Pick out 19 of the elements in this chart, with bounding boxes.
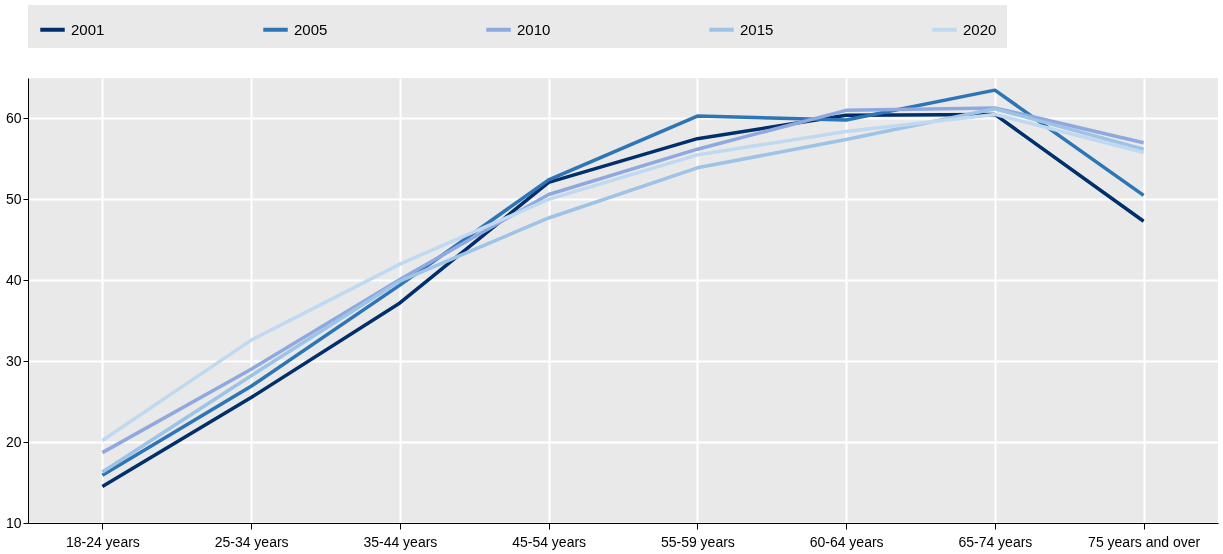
y-tick-label: 50: [5, 190, 22, 207]
legend-label: 2005: [294, 20, 328, 38]
x-tick-label: 60-64 years: [809, 533, 884, 550]
legend-label: 2010: [517, 20, 551, 38]
y-tick-label: 40: [5, 271, 22, 288]
x-tick-label: 75 years and over: [1088, 533, 1201, 550]
x-tick-label: 18-24 years: [65, 533, 140, 550]
x-tick-label: 35-44 years: [363, 533, 438, 550]
legend-label: 2020: [963, 20, 997, 38]
legend-label: 2001: [71, 20, 105, 38]
x-tick-label: 25-34 years: [214, 533, 289, 550]
x-tick-label: 65-74 years: [958, 533, 1033, 550]
y-tick-label: 20: [5, 433, 22, 450]
x-tick-label: 55-59 years: [660, 533, 735, 550]
legend-label: 2015: [740, 20, 774, 38]
y-tick-label: 10: [5, 514, 22, 531]
y-tick-label: 60: [5, 109, 22, 126]
x-tick-label: 45-54 years: [512, 533, 587, 550]
y-tick-label: 30: [5, 352, 22, 369]
